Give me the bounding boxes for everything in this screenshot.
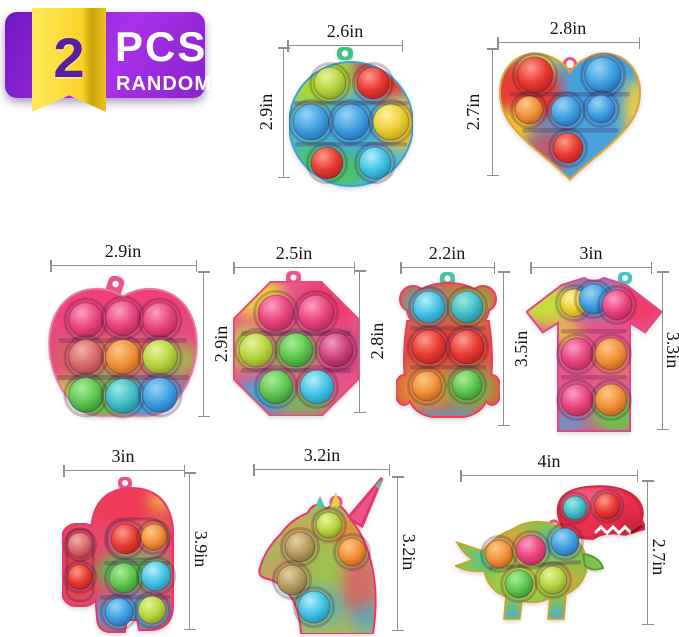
bear-width-line (400, 262, 495, 274)
heart-width-label: 2.8in (549, 18, 587, 38)
octagon-popit-image (233, 271, 359, 416)
badge-ribbon: 2 (32, 8, 106, 112)
badge-note-label: RANDOM (116, 73, 212, 95)
apple-height-label: 2.9in (211, 325, 231, 363)
bear-height-line (498, 271, 510, 426)
among-us-width-label: 3in (111, 446, 135, 466)
dinosaur-height-label: 2.7in (649, 538, 669, 576)
unicorn-width-label: 3.2in (303, 445, 341, 465)
apple-popit-image (48, 276, 198, 419)
badge-unit-label: PCS (115, 23, 208, 70)
tshirt-popit-image (526, 272, 662, 432)
tshirt-height-label: 3.3in (663, 331, 679, 369)
apple-width-label: 2.9in (104, 241, 142, 261)
dinosaur-height-line (642, 480, 654, 625)
heart-height-line (487, 48, 499, 176)
heart-width-line (497, 37, 640, 49)
unicorn-width-line (253, 464, 390, 476)
heart-height-label: 2.7in (463, 93, 483, 131)
tshirt-width-line (530, 262, 652, 274)
among-us-height-line (184, 472, 196, 630)
tshirt-height-line (657, 271, 669, 430)
round-width-label: 2.6in (326, 21, 364, 41)
qty-badge: 2 PCS RANDOM (5, 8, 212, 112)
tshirt-width-label: 3in (579, 243, 603, 263)
octagon-width-label: 2.5in (275, 243, 313, 263)
dinosaur-width-label: 4in (537, 451, 561, 471)
round-height-label: 2.9in (256, 93, 276, 131)
unicorn-popit-image (258, 477, 384, 634)
round-height-line (278, 47, 290, 178)
octagon-width-line (233, 262, 355, 274)
apple-height-line (198, 271, 210, 417)
unicorn-height-line (392, 476, 404, 631)
among-us-popit-image (62, 477, 176, 633)
octagon-height-label: 2.8in (367, 322, 387, 360)
bear-width-label: 2.2in (428, 243, 466, 263)
unicorn-height-label: 3.2in (399, 533, 419, 571)
dinosaur-width-line (460, 470, 638, 482)
apple-width-line (50, 260, 197, 272)
badge-count: 2 (53, 26, 85, 89)
bear-popit-image (396, 272, 500, 418)
round-popit-image (289, 47, 413, 187)
octagon-height-line (354, 270, 366, 413)
dinosaur-popit-image (455, 485, 645, 620)
among-us-width-line (63, 465, 185, 477)
among-us-height-label: 3.9in (191, 530, 211, 568)
heart-popit-image (499, 52, 641, 181)
round-width-line (287, 40, 403, 52)
